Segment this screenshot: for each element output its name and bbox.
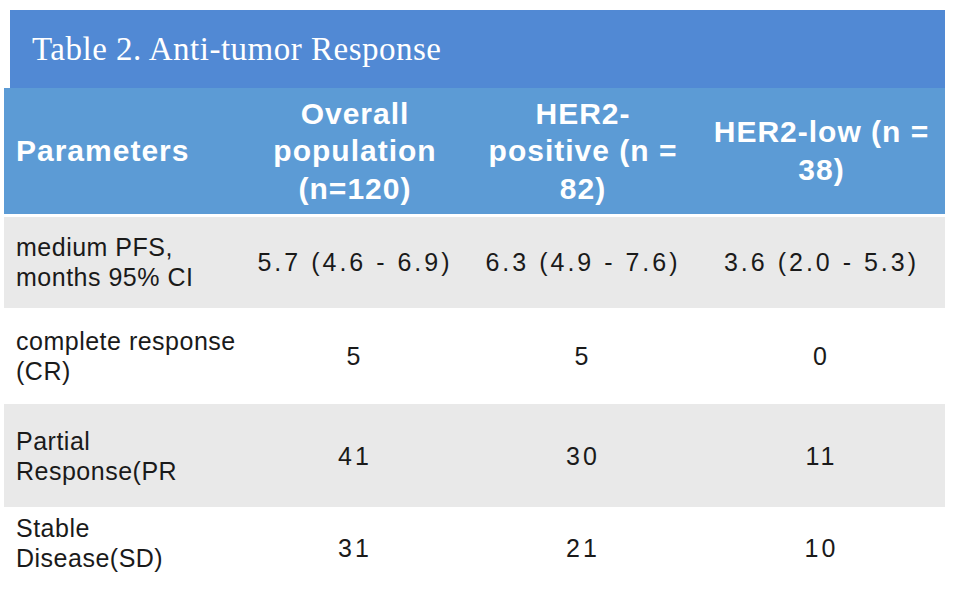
value-cell: 41 [242,404,468,507]
parameter-cell: medium PFS, months 95% CI [4,215,242,308]
page: Table 2. Anti-tumor Response ParametersO… [0,0,961,609]
column-header-3: HER2-low (n = 38) [698,88,945,215]
column-header-2: HER2- positive (n = 82) [468,88,698,215]
value-cell: 5 [242,308,468,404]
parameter-cell: Stable Disease(SD) [4,507,242,606]
parameter-cell: complete response (CR) [4,308,242,404]
header-row: ParametersOverall population (n=120)HER2… [4,88,945,215]
table-body: medium PFS, months 95% CI5.7 (4.6 - 6.9)… [4,215,945,606]
value-cell: 6.3 (4.9 - 7.6) [468,215,698,308]
table-row: medium PFS, months 95% CI5.7 (4.6 - 6.9)… [4,215,945,308]
anti-tumor-response-table: ParametersOverall population (n=120)HER2… [4,88,945,606]
value-cell: 21 [468,507,698,606]
table-row: complete response (CR)550 [4,308,945,404]
value-cell: 5 [468,308,698,404]
value-cell: 11 [698,404,945,507]
value-cell: 3.6 (2.0 - 5.3) [698,215,945,308]
table-row: Stable Disease(SD)312110 [4,507,945,606]
parameter-cell: Partial Response(PR [4,404,242,507]
value-cell: 0 [698,308,945,404]
table-title: Table 2. Anti-tumor Response [32,31,441,68]
table-row: Partial Response(PR413011 [4,404,945,507]
value-cell: 10 [698,507,945,606]
column-header-1: Overall population (n=120) [242,88,468,215]
column-header-0: Parameters [4,88,242,215]
value-cell: 30 [468,404,698,507]
value-cell: 31 [242,507,468,606]
table-title-bar: Table 2. Anti-tumor Response [10,10,945,88]
value-cell: 5.7 (4.6 - 6.9) [242,215,468,308]
